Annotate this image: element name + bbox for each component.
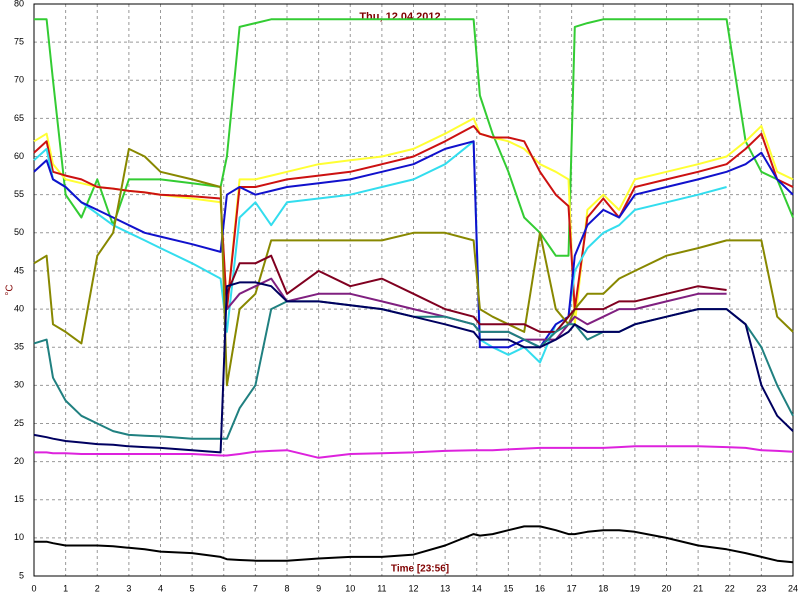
x-tick-label: 20 [661, 583, 671, 593]
series-line [33, 281, 794, 454]
y-tick-label: 70 [14, 75, 24, 85]
y-tick-label: 55 [14, 189, 24, 199]
series-line [34, 18, 794, 257]
x-tick-label: 7 [253, 583, 258, 593]
x-tick-label: 14 [472, 583, 482, 593]
x-tick-label: 10 [345, 583, 355, 593]
y-tick-label: 60 [14, 151, 24, 161]
x-axis-label: Time [23:56] [391, 564, 449, 575]
x-tick-label: 21 [693, 583, 703, 593]
x-tick-label: 5 [190, 583, 195, 593]
y-tick-label: 35 [14, 342, 24, 352]
x-tick-label: 24 [788, 583, 798, 593]
y-tick-label: 15 [14, 494, 24, 504]
y-tick-label: 45 [14, 265, 24, 275]
y-tick-label: 30 [14, 380, 24, 390]
y-tick-label: 75 [14, 37, 24, 47]
series-line [34, 445, 794, 459]
y-tick-label: 40 [14, 303, 24, 313]
x-tick-label: 3 [126, 583, 131, 593]
x-tick-label: 8 [284, 583, 289, 593]
x-tick-label: 17 [567, 583, 577, 593]
x-tick-label: 18 [598, 583, 608, 593]
y-tick-label: 65 [14, 113, 24, 123]
plot-frame [33, 3, 794, 577]
chart-title: Thu, 12.04.2012 [359, 11, 440, 23]
x-tick-label: 15 [503, 583, 513, 593]
x-tick-label: 22 [725, 583, 735, 593]
y-tick-label: 50 [14, 227, 24, 237]
y-axis-label: °C [5, 284, 16, 295]
y-tick-label: 25 [14, 418, 24, 428]
series-line [34, 525, 794, 564]
series-line [33, 140, 727, 364]
x-tick-label: 2 [95, 583, 100, 593]
x-tick-label: 6 [221, 583, 226, 593]
x-tick-label: 13 [440, 583, 450, 593]
x-tick-label: 4 [158, 583, 163, 593]
series-line [33, 147, 794, 387]
x-tick-label: 0 [31, 583, 36, 593]
x-tick-label: 11 [377, 583, 386, 593]
series-line [33, 125, 794, 311]
x-tick-label: 1 [63, 583, 68, 593]
y-tick-label: 80 [14, 0, 24, 8]
x-tick-label: 9 [316, 583, 321, 593]
y-tick-label: 10 [14, 532, 24, 542]
x-tick-label: 16 [535, 583, 545, 593]
y-tick-label: 5 [19, 570, 24, 580]
x-tick-label: 19 [630, 583, 640, 593]
series-line [225, 254, 727, 333]
x-tick-label: 12 [408, 583, 418, 593]
series-line [33, 140, 794, 349]
y-tick-label: 20 [14, 456, 24, 466]
x-tick-label: 23 [756, 583, 766, 593]
